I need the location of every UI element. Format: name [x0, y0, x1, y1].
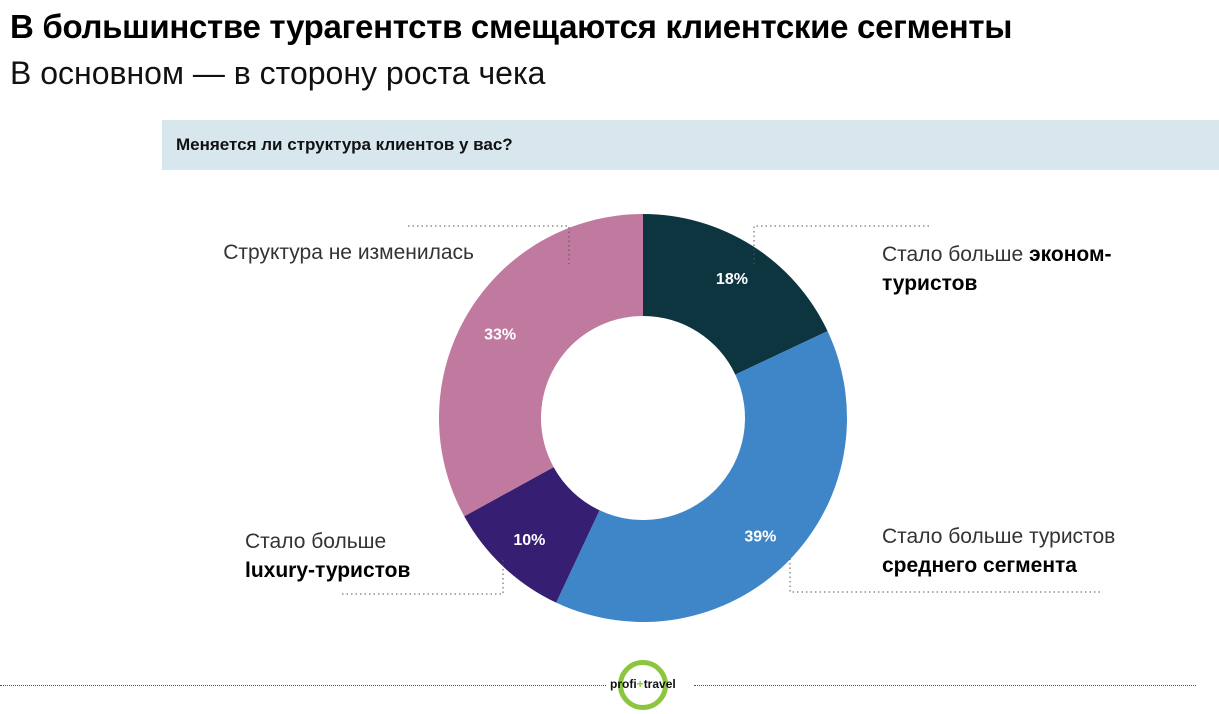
slice-middle-value-label: 39%	[744, 528, 776, 545]
logo-ring	[618, 660, 668, 710]
slice-unchanged-value-label: 33%	[484, 326, 516, 343]
slice-luxury-value-label: 10%	[513, 532, 545, 549]
leader-line-middle	[789, 556, 1100, 593]
label-luxury: Стало больше luxury-туристов	[245, 527, 410, 585]
slice-unchanged	[438, 214, 643, 517]
label-econom-normal: Стало больше	[882, 243, 1024, 266]
slice-econom	[643, 214, 828, 375]
label-middle-line1: Стало больше туристов	[882, 525, 1116, 548]
profi-travel-logo: profi+travel	[608, 660, 694, 710]
label-luxury-bold: luxury-туристов	[245, 559, 411, 582]
slice-econom-value-label: 18%	[716, 271, 748, 288]
page-title: В большинстве турагентств смещаются клие…	[10, 8, 1013, 45]
label-econom-bold-2: туристов	[882, 272, 978, 295]
label-luxury-line1: Стало больше	[245, 530, 387, 553]
label-unchanged-text: Структура не изменилась	[223, 241, 474, 264]
label-middle: Стало больше туристов среднего сегмента	[882, 522, 1115, 580]
label-middle-bold: среднего сегмента	[882, 554, 1077, 577]
slice-middle	[556, 331, 847, 622]
page-subtitle: В основном — в сторону роста чека	[10, 55, 546, 91]
label-econom: Стало больше эконом- туристов	[882, 240, 1111, 298]
slice-luxury	[464, 467, 600, 603]
footer-divider-right	[694, 685, 1196, 686]
question-text: Меняется ли структура клиентов у вас?	[176, 135, 513, 154]
question-banner: Меняется ли структура клиентов у вас?	[162, 120, 1219, 170]
donut-slices	[438, 214, 847, 622]
leader-lines	[342, 225, 1100, 595]
label-unchanged: Структура не изменилась	[223, 238, 474, 267]
label-econom-bold: эконом-	[1029, 243, 1112, 266]
percentage-labels: 18% 39% 10% 33%	[484, 271, 776, 549]
logo-text: profi+travel	[610, 677, 676, 691]
footer-divider-left	[0, 685, 606, 686]
